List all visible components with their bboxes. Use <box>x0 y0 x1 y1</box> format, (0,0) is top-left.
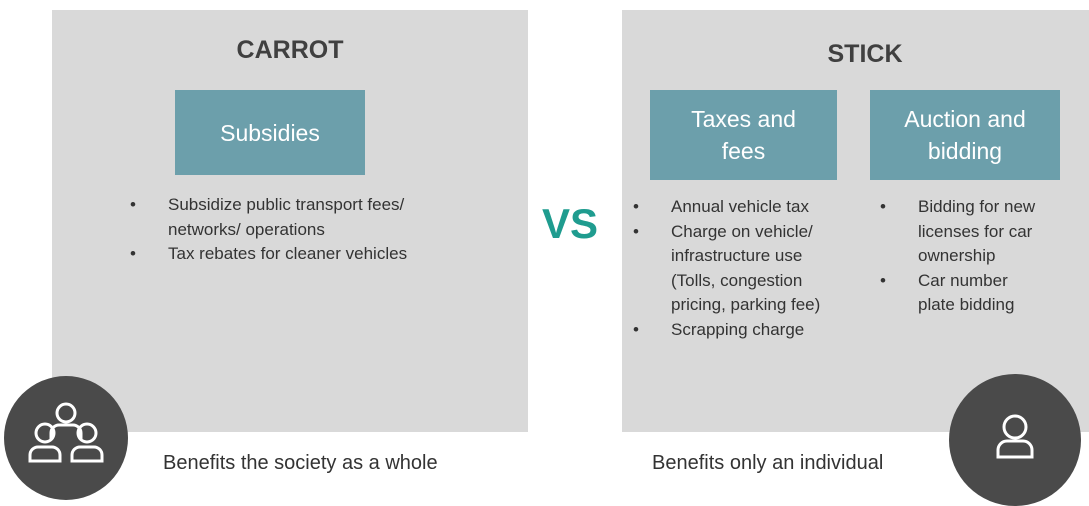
stick-footer: Benefits only an individual <box>652 452 884 474</box>
subsidies-box: Subsidies <box>175 90 365 175</box>
bullet: Scrapping charge <box>633 318 848 343</box>
bullet: Charge on vehicle/ infrastructure use (T… <box>633 220 848 318</box>
group-icon <box>4 376 128 500</box>
bullet: Tax rebates for cleaner vehicles <box>130 242 430 267</box>
bullet: Annual vehicle tax <box>633 195 848 220</box>
subsidies-bullets: Subsidize public transport fees/ network… <box>130 193 430 267</box>
auction-box: Auction and bidding <box>870 90 1060 180</box>
auction-bullets: Bidding for new licenses for car ownersh… <box>880 195 1045 318</box>
carrot-title: CARROT <box>236 36 344 64</box>
taxes-bullets: Annual vehicle tax Charge on vehicle/ in… <box>633 195 848 342</box>
person-icon <box>949 374 1081 506</box>
bullet: Bidding for new licenses for car ownersh… <box>880 195 1045 269</box>
stick-title: STICK <box>827 40 903 68</box>
vs-label: VS <box>542 200 599 247</box>
taxes-box: Taxes and fees <box>650 90 837 180</box>
bullet: Subsidize public transport fees/ network… <box>130 193 430 242</box>
bullet: Car number plate bidding <box>880 269 1045 318</box>
carrot-footer: Benefits the society as a whole <box>163 452 438 474</box>
